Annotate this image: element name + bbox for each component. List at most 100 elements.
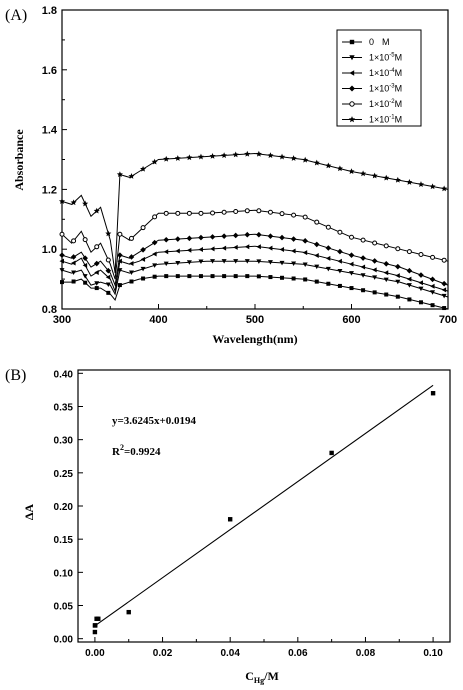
delta-a-calibration-chart: 0.00 0.02 0.04 0.06 0.08 0.10 0.00 0.05 0.10 0.15… xyxy=(22,369,451,685)
chart-a-legend-label: 1×10-2M xyxy=(369,99,402,109)
chart-a-series-marker xyxy=(325,245,332,251)
chart-a-series-marker xyxy=(71,270,77,276)
chart-a-series-marker xyxy=(198,259,204,265)
chart-a-series-marker xyxy=(325,162,332,169)
chart-b-data-point xyxy=(126,609,131,615)
chart-a-series-marker xyxy=(197,153,205,160)
chart-a-x-tick-label: 400 xyxy=(149,314,167,326)
chart-a-series-marker xyxy=(314,219,320,225)
chart-a-series-marker xyxy=(151,158,158,165)
chart-a-series-marker xyxy=(117,258,122,264)
chart-a-series-marker xyxy=(348,252,355,258)
chart-a-legend-label-base: 1×10 xyxy=(369,115,389,125)
chart-a-legend-label: 1×10-1M xyxy=(369,115,402,125)
chart-a-series-marker xyxy=(128,254,135,260)
chart-a-series-marker xyxy=(418,251,424,257)
chart-a-series-marker xyxy=(383,277,389,283)
chart-a-series-marker xyxy=(175,274,180,279)
chart-a-series-marker xyxy=(210,274,215,279)
chart-a-series-marker xyxy=(406,267,413,274)
chart-a-series-marker xyxy=(152,214,158,220)
chart-a-legend-marker xyxy=(349,101,355,107)
chart-a-series-marker xyxy=(128,270,134,276)
chart-a-series-marker xyxy=(140,256,146,262)
chart-a-series-marker xyxy=(372,267,377,273)
chart-a-series-marker xyxy=(302,238,308,244)
chart-a-series-marker xyxy=(245,274,250,279)
chart-a-series-line xyxy=(61,233,449,287)
chart-a-series-marker xyxy=(314,264,320,270)
chart-a-series-marker xyxy=(233,209,239,215)
chart-a-series-marker xyxy=(117,283,122,288)
chart-a-series-marker xyxy=(59,258,64,264)
chart-a-series-marker xyxy=(429,276,436,283)
chart-a-series-marker xyxy=(129,279,134,284)
chart-a-series-marker xyxy=(256,259,262,264)
chart-a-series-marker xyxy=(163,210,169,216)
chart-a-y-tick-label: 0.8 xyxy=(42,304,57,316)
chart-a-series-marker xyxy=(93,260,100,267)
chart-a-legend-box xyxy=(336,29,422,127)
chart-a-legend-label-exponent: -2 xyxy=(389,99,395,105)
chart-a-series-marker xyxy=(267,245,273,251)
chart-a-series-marker xyxy=(187,274,192,279)
chart-a-series-marker xyxy=(128,235,134,241)
chart-a-series-marker xyxy=(152,274,157,279)
chart-a-series-marker xyxy=(232,232,239,239)
chart-a-series-marker xyxy=(430,283,435,289)
chart-a-series-marker xyxy=(279,260,285,266)
chart-a-series-marker xyxy=(164,274,169,279)
chart-a-series-line xyxy=(61,209,449,280)
chart-a-series-marker xyxy=(441,293,447,299)
chart-a-series-marker xyxy=(372,290,377,295)
chart-a-legend-label-unit: M xyxy=(395,99,403,109)
chart-a-series-marker xyxy=(406,283,412,288)
chart-a-series-marker xyxy=(105,230,112,237)
chart-a-series-marker xyxy=(267,233,274,239)
chart-a-x-tick-label: 600 xyxy=(342,314,360,326)
chart-a-legend-label-base: 1×10 xyxy=(369,53,389,63)
chart-a-series-marker xyxy=(383,260,390,267)
chart-b-x-axis-label-subscript: Hg xyxy=(254,676,264,685)
chart-a-series-marker xyxy=(395,263,401,270)
chart-a-series-marker xyxy=(93,207,100,214)
chart-a-series-line xyxy=(61,152,449,274)
chart-b-data-point xyxy=(93,623,98,628)
chart-a-series-marker xyxy=(337,229,343,235)
chart-a-series-marker xyxy=(279,211,285,217)
chart-a-series-marker xyxy=(349,234,354,240)
chart-a-legend-label: 1×10-4M xyxy=(369,68,402,78)
chart-a-series-marker xyxy=(60,280,64,285)
chart-a-series-marker xyxy=(348,168,355,175)
chart-a-series-marker xyxy=(337,258,342,264)
chart-a-series-marker xyxy=(290,236,297,242)
chart-a-series-marker xyxy=(360,237,366,243)
chart-a-series-marker xyxy=(82,262,88,268)
chart-a-series-marker xyxy=(395,294,400,299)
chart-a-series-marker xyxy=(406,179,413,185)
absorbance-chart: 300 400 500 600 700 0.8 1.0 1.2 1.4 1.6 1.8 Wavele… xyxy=(12,5,457,346)
chart-a-legend-marker xyxy=(349,85,355,92)
chart-a-series-marker xyxy=(325,266,331,272)
chart-a-series-marker xyxy=(418,272,424,278)
chart-a-series-marker xyxy=(442,306,447,311)
chart-a-series-marker xyxy=(383,174,390,181)
chart-a-series-marker xyxy=(221,152,228,159)
chart-a-series-marker xyxy=(244,244,250,250)
chart-a-series-marker xyxy=(371,258,378,264)
chart-b-r-squared: R2=0.9924 xyxy=(112,443,161,458)
chart-a-series-line xyxy=(61,260,449,298)
chart-a-series-marker xyxy=(441,185,448,192)
chart-a-series-marker xyxy=(383,270,389,276)
chart-a-series-marker xyxy=(175,210,181,216)
chart-a-series-marker xyxy=(372,275,378,280)
chart-a-legend: 0 M1×10-5M1×10-4M1×10-3M1×10-2M1×10-1M xyxy=(336,29,422,127)
chart-a-series-marker xyxy=(151,239,158,246)
chart-b-r-squared-value: =0.9924 xyxy=(124,446,161,458)
chart-a-series-marker xyxy=(406,276,412,282)
chart-a-series-marker xyxy=(186,235,193,242)
chart-a-legend-label-unit: M xyxy=(395,84,403,94)
chart-a-series-marker xyxy=(198,274,203,279)
